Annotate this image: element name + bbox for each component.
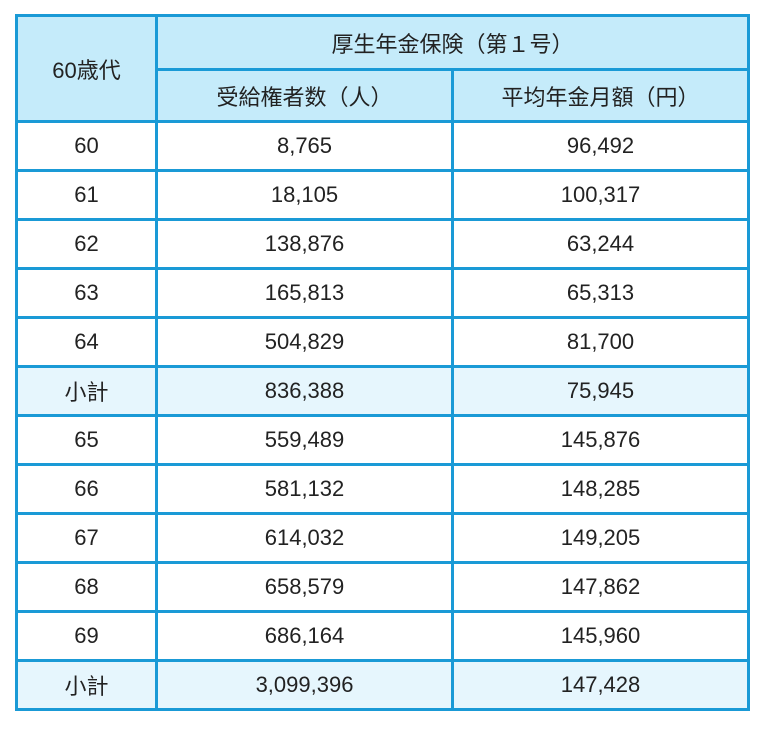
avg-monthly-cell: 149,205 [451, 512, 750, 564]
avg-monthly-cell: 148,285 [451, 463, 750, 515]
table-row: 64 504,829 81,700 [15, 316, 750, 368]
recipients-cell: 658,579 [155, 561, 454, 613]
table-row: 65 559,489 145,876 [15, 414, 750, 466]
table-row: 66 581,132 148,285 [15, 463, 750, 515]
recipients-cell: 165,813 [155, 267, 454, 319]
avg-monthly-cell: 145,960 [451, 610, 750, 662]
recipients-cell: 138,876 [155, 218, 454, 270]
age-cell: 69 [15, 610, 158, 662]
table-row: 61 18,105 100,317 [15, 169, 750, 221]
column-header-recipients: 受給権者数（人） [155, 68, 454, 123]
age-cell: 68 [15, 561, 158, 613]
avg-monthly-cell: 145,876 [451, 414, 750, 466]
subtotal-row: 小計 3,099,396 147,428 [15, 659, 750, 711]
age-cell: 67 [15, 512, 158, 564]
age-cell: 65 [15, 414, 158, 466]
table-row: 68 658,579 147,862 [15, 561, 750, 613]
table-row: 67 614,032 149,205 [15, 512, 750, 564]
recipients-cell: 3,099,396 [155, 659, 454, 711]
recipients-cell: 559,489 [155, 414, 454, 466]
recipients-cell: 18,105 [155, 169, 454, 221]
avg-monthly-cell: 81,700 [451, 316, 750, 368]
age-cell: 64 [15, 316, 158, 368]
avg-monthly-cell: 147,862 [451, 561, 750, 613]
pension-table: 60歳代 厚生年金保険（第１号） 受給権者数（人） 平均年金月額（円） 60 8… [15, 14, 750, 711]
age-cell: 61 [15, 169, 158, 221]
group-header: 厚生年金保険（第１号） [155, 14, 750, 71]
subtotal-label-cell: 小計 [15, 365, 158, 417]
subtotal-row: 小計 836,388 75,945 [15, 365, 750, 417]
avg-monthly-cell: 65,313 [451, 267, 750, 319]
recipients-cell: 504,829 [155, 316, 454, 368]
recipients-cell: 614,032 [155, 512, 454, 564]
age-cell: 66 [15, 463, 158, 515]
avg-monthly-cell: 75,945 [451, 365, 750, 417]
recipients-cell: 8,765 [155, 120, 454, 172]
subtotal-label-cell: 小計 [15, 659, 158, 711]
avg-monthly-cell: 100,317 [451, 169, 750, 221]
header-row-group: 60歳代 厚生年金保険（第１号） [15, 14, 750, 123]
age-cell: 62 [15, 218, 158, 270]
column-header-avg-monthly: 平均年金月額（円） [451, 68, 750, 123]
recipients-cell: 836,388 [155, 365, 454, 417]
corner-header: 60歳代 [15, 14, 158, 123]
pension-table-container: 60歳代 厚生年金保険（第１号） 受給権者数（人） 平均年金月額（円） 60 8… [15, 14, 750, 711]
header-row-columns: 受給権者数（人） 平均年金月額（円） [17, 68, 750, 123]
table-row: 63 165,813 65,313 [15, 267, 750, 319]
avg-monthly-cell: 63,244 [451, 218, 750, 270]
table-row: 69 686,164 145,960 [15, 610, 750, 662]
age-cell: 63 [15, 267, 158, 319]
avg-monthly-cell: 96,492 [451, 120, 750, 172]
age-cell: 60 [15, 120, 158, 172]
table-row: 60 8,765 96,492 [15, 120, 750, 172]
recipients-cell: 686,164 [155, 610, 454, 662]
recipients-cell: 581,132 [155, 463, 454, 515]
avg-monthly-cell: 147,428 [451, 659, 750, 711]
table-row: 62 138,876 63,244 [15, 218, 750, 270]
